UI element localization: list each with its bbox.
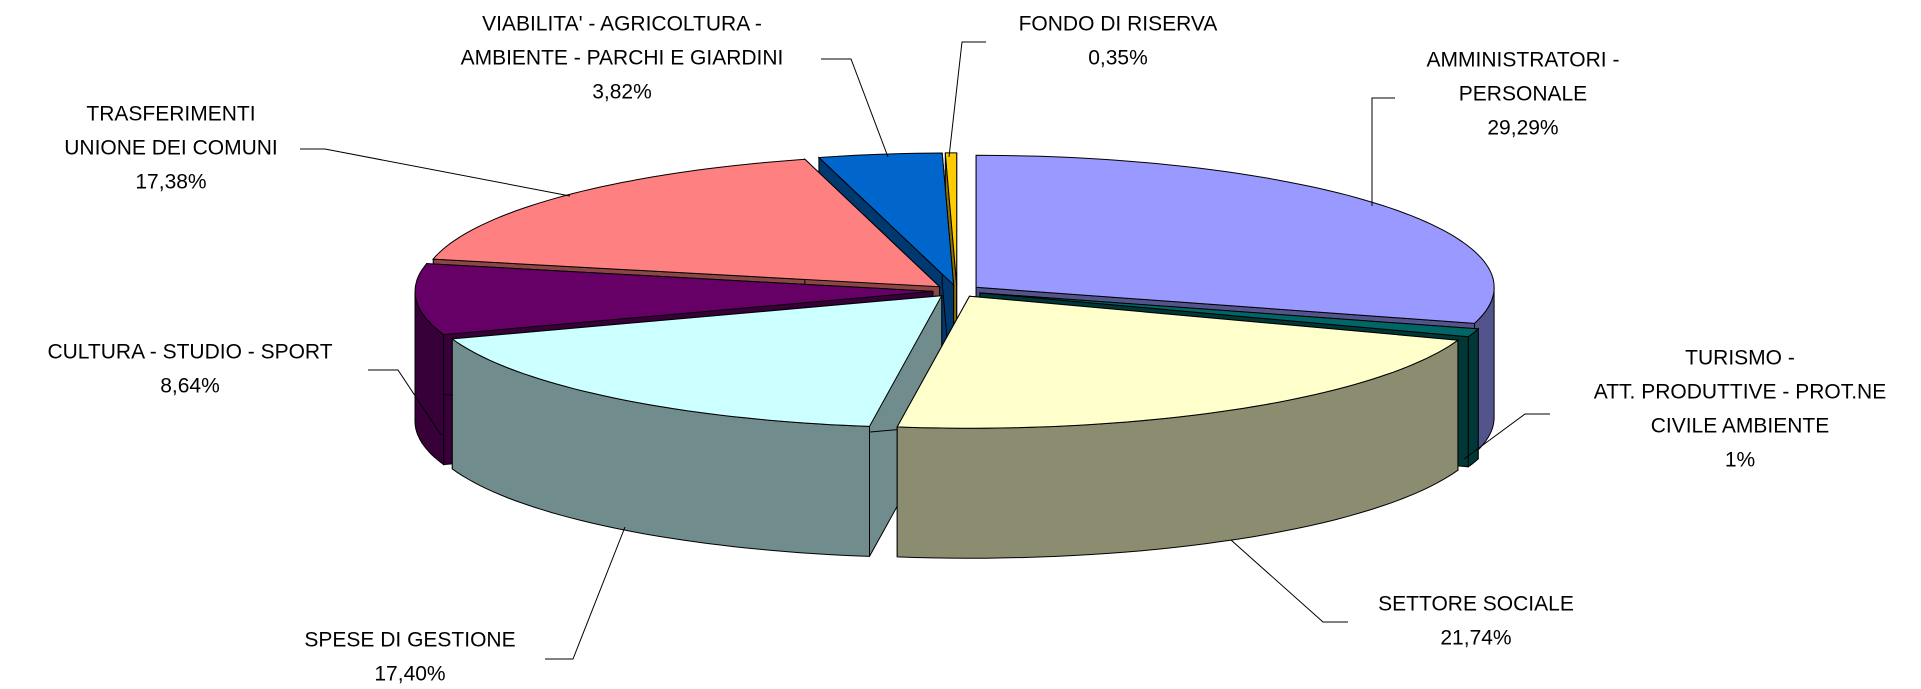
value-label: 3,82% <box>592 81 652 104</box>
slice-label: CULTURA - STUDIO - SPORT <box>47 341 332 364</box>
slice-label: SPESE DI GESTIONE <box>304 629 515 652</box>
value-label: 17,38% <box>135 171 206 194</box>
slice-label: TURISMO - <box>1685 347 1795 370</box>
slice-label: SETTORE SOCIALE <box>1378 593 1574 616</box>
slice <box>432 158 941 288</box>
slice-label: AMBIENTE - PARCHI E GIARDINI <box>461 47 784 70</box>
slice <box>414 263 934 336</box>
slice <box>979 292 1480 338</box>
slice <box>817 152 955 287</box>
leader-line <box>1463 413 1550 460</box>
slice-label: FONDO DI RISERVA <box>1019 13 1218 36</box>
slice <box>896 295 1460 429</box>
value-label: 8,64% <box>160 375 220 398</box>
value-label: 0,35% <box>1088 47 1148 70</box>
leader-line <box>1371 97 1395 206</box>
value-label: 29,29% <box>1487 117 1558 140</box>
slice <box>450 295 943 427</box>
slice-label: TRASFERIMENTI <box>86 103 255 126</box>
slice <box>944 152 958 285</box>
value-label: 1% <box>1725 449 1755 472</box>
slice-label: AMMINISTRATORI - <box>1427 49 1620 72</box>
leader-line <box>545 526 626 660</box>
leader-line <box>368 369 442 436</box>
value-label: 21,74% <box>1440 627 1511 650</box>
slice-label: PERSONALE <box>1459 83 1587 106</box>
leader-line <box>948 41 986 158</box>
leader-line <box>300 148 571 197</box>
leader-line <box>1230 539 1348 623</box>
slice-label: VIABILITA' - AGRICOLTURA - <box>482 13 762 36</box>
slice-label: ATT. PRODUTTIVE - PROT.NE <box>1594 381 1886 404</box>
value-label: 17,40% <box>374 663 445 686</box>
slice-wall <box>1467 327 1479 468</box>
slice-label: UNIONE DEI COMUNI <box>64 137 278 160</box>
leader-line <box>821 58 889 158</box>
slice-label: CIVILE AMBIENTE <box>1651 415 1830 438</box>
slice <box>975 154 1495 324</box>
